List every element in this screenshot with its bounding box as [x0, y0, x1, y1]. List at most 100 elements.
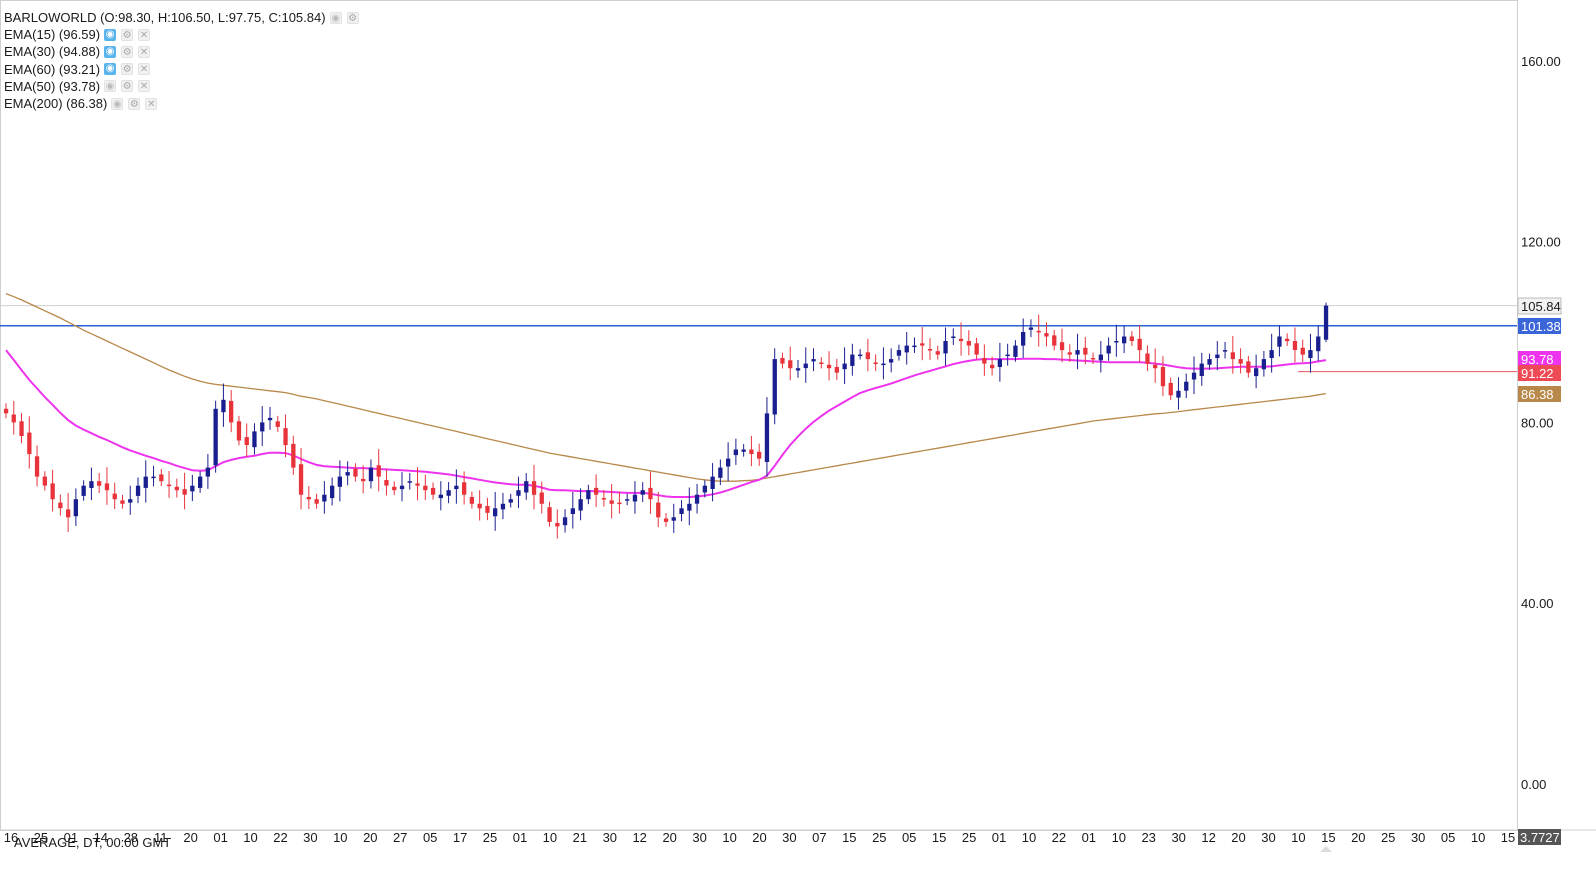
candle-body [966, 341, 971, 346]
candle-body [283, 428, 288, 446]
candle-body [469, 497, 474, 504]
gear-icon[interactable]: ⚙ [121, 28, 134, 41]
candle-body [104, 483, 110, 491]
candle-body [1277, 336, 1282, 347]
candle-body [97, 481, 102, 486]
candle-body [749, 449, 754, 454]
resistance-badge [1518, 318, 1561, 334]
candle-body [19, 421, 24, 436]
candle-body [974, 343, 979, 355]
candle-body [462, 482, 467, 495]
candle-body [1308, 350, 1313, 358]
candle-body [663, 518, 669, 522]
candle-body [58, 502, 63, 509]
candle-body [858, 354, 863, 357]
gear-icon[interactable]: ⚙ [128, 97, 141, 110]
x-tick-label: 30 [1411, 830, 1425, 845]
close-icon[interactable]: ✕ [138, 80, 151, 93]
eye-icon[interactable]: ◉ [104, 63, 117, 76]
candle-body [803, 363, 808, 369]
candle-body [11, 414, 16, 423]
indicator-row-ema30: EMA(30) (94.88) ◉ ⚙ ✕ [4, 43, 364, 60]
candle-body [656, 502, 661, 518]
x-tick-label: 10 [722, 830, 736, 845]
candle-body [896, 350, 902, 356]
close-icon[interactable]: ✕ [138, 63, 151, 76]
gear-icon[interactable]: ⚙ [121, 45, 134, 58]
candle-body [578, 499, 583, 511]
support-badge-label: 91.22 [1521, 366, 1554, 381]
candle-body [361, 478, 366, 482]
candle-body [198, 476, 203, 488]
candle-body [477, 503, 482, 509]
gear-icon[interactable]: ⚙ [346, 11, 359, 24]
candle-body [454, 485, 459, 490]
candle-body [516, 490, 521, 496]
x-tick-label: 11 [154, 830, 168, 845]
candle-body [1005, 354, 1010, 357]
candle-body [1222, 350, 1228, 352]
x-tick-label: 05 [423, 830, 437, 845]
indicator-label: EMA(50) (93.78) [4, 78, 101, 94]
x-tick-label: 22 [273, 830, 287, 845]
candle-body [345, 472, 350, 476]
candle-body [1207, 359, 1212, 365]
candle-body [912, 345, 917, 348]
candle-body [772, 359, 777, 415]
eye-icon[interactable]: ◉ [104, 80, 117, 93]
candle-body [904, 345, 909, 353]
x-tick-label: 14 [94, 830, 108, 845]
candle-body [229, 400, 234, 423]
candle-body [726, 458, 731, 467]
eye-icon[interactable]: ◉ [104, 45, 117, 58]
close-icon[interactable]: ✕ [138, 28, 151, 41]
x-tick-label: 20 [662, 830, 676, 845]
candle-body [399, 485, 405, 490]
corner-badge-label: 3.7727 [1520, 830, 1560, 845]
candle-body [687, 503, 692, 511]
x-tick-label: 23 [1141, 830, 1155, 845]
candle-body [920, 343, 925, 346]
candle-body [741, 449, 746, 452]
x-tick-label: 15 [1321, 830, 1335, 845]
candle-body [267, 417, 273, 421]
x-tick-label: 10 [333, 830, 347, 845]
candle-body [811, 359, 816, 362]
gear-icon[interactable]: ⚙ [121, 80, 134, 93]
x-tick-label: 30 [1171, 830, 1185, 845]
footer-label: AVERAGE, DT, 00:00 GMT [14, 835, 172, 850]
x-tick-label: 10 [543, 830, 557, 845]
candle-body [236, 421, 242, 441]
eye-icon[interactable]: ◉ [111, 97, 124, 110]
candle-body [252, 431, 257, 448]
candle-body [570, 508, 575, 514]
candle-body [1036, 330, 1041, 333]
ema200-badge [1518, 386, 1561, 402]
candle-body [120, 500, 125, 504]
candle-body [1323, 305, 1329, 340]
candle-body [415, 483, 420, 486]
x-tick-label: 20 [363, 830, 377, 845]
support-badge [1518, 365, 1561, 381]
eye-icon[interactable]: ◉ [329, 11, 342, 24]
candles-group [3, 302, 1329, 539]
close-icon[interactable]: ✕ [138, 45, 151, 58]
eye-icon[interactable]: ◉ [104, 28, 117, 41]
candle-body [555, 523, 560, 527]
x-tick-label: 20 [752, 830, 766, 845]
candle-body [609, 500, 614, 504]
candle-body [1246, 361, 1251, 373]
gear-icon[interactable]: ⚙ [121, 63, 134, 76]
close-icon[interactable]: ✕ [145, 97, 158, 110]
x-tick-label: 15 [842, 830, 856, 845]
candle-body [943, 341, 948, 354]
candle-body [795, 368, 801, 371]
ema200-badge-label: 86.38 [1521, 387, 1554, 402]
candle-body [881, 363, 886, 366]
candle-body [1083, 347, 1088, 355]
x-tick-label: 25 [34, 830, 48, 845]
candle-body [788, 360, 793, 369]
candle-body [143, 476, 148, 488]
